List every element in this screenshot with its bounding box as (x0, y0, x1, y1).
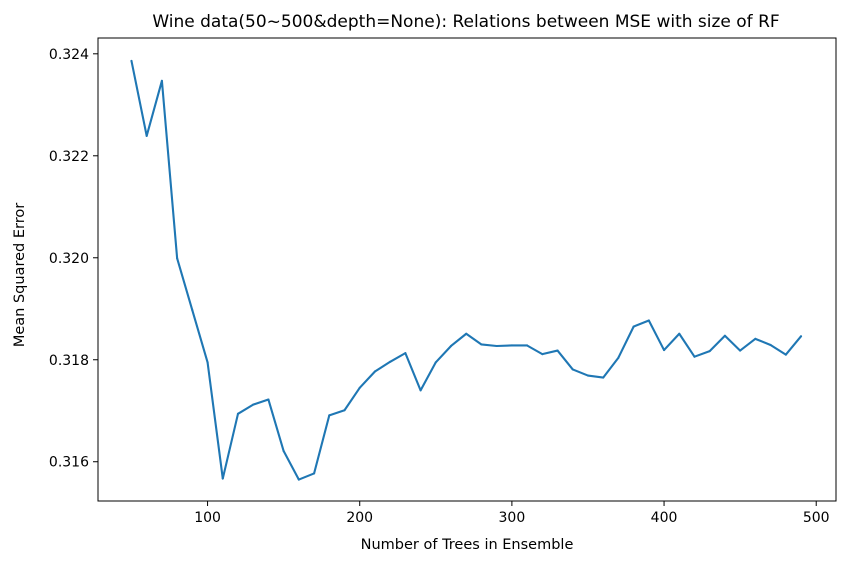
data-point (571, 368, 574, 371)
data-point (282, 449, 285, 453)
data-point (495, 344, 498, 348)
data-point (358, 386, 361, 389)
data-point (313, 472, 316, 475)
data-point (191, 309, 194, 312)
data-point (632, 325, 635, 328)
data-point (556, 349, 559, 352)
data-point (465, 332, 468, 335)
data-point (617, 356, 620, 359)
data-point (693, 355, 696, 358)
y-axis-label: Mean Squared Error (12, 203, 28, 347)
x-tick-label: 300 (499, 510, 526, 526)
y-tick-label: 0.324 (49, 47, 89, 63)
data-point (389, 360, 392, 363)
x-tick-label: 100 (194, 510, 221, 526)
data-point (784, 353, 787, 356)
data-point (510, 344, 513, 347)
data-point (343, 409, 346, 412)
data-point (221, 477, 224, 480)
data-point (145, 134, 148, 137)
data-point (176, 257, 179, 260)
x-tick-label: 200 (346, 510, 373, 526)
y-tick-label: 0.322 (49, 149, 89, 165)
data-point (434, 361, 437, 364)
data-point (602, 376, 605, 379)
data-point (373, 370, 376, 373)
data-point (328, 414, 331, 417)
data-point (404, 352, 407, 355)
y-tick-label: 0.318 (49, 353, 89, 369)
data-point (419, 389, 422, 392)
data-point (799, 335, 803, 338)
x-tick-label: 400 (651, 510, 678, 526)
data-point (723, 334, 726, 337)
data-point (586, 374, 590, 377)
x-tick-label: 500 (803, 510, 830, 526)
data-point (252, 403, 255, 406)
data-point (449, 344, 453, 348)
data-point (130, 59, 133, 62)
plot-frame (97, 37, 837, 502)
data-point (754, 337, 757, 340)
data-point (678, 332, 681, 335)
data-point (267, 398, 270, 401)
data-point (708, 350, 711, 353)
y-tick-label: 0.316 (49, 455, 89, 471)
data-point (160, 79, 163, 82)
y-tick-label: 0.320 (49, 251, 89, 267)
data-point (769, 343, 772, 347)
data-point (480, 343, 483, 346)
data-point (206, 361, 209, 364)
chart-title: Wine data(50~500&depth=None): Relations … (152, 12, 779, 32)
data-point (739, 349, 742, 352)
data-point (526, 344, 529, 347)
plot-area: 100 200 300 400 500 0.316 0.318 0.320 0.322 0.324 (49, 37, 837, 526)
data-point (297, 478, 300, 481)
data-point (663, 349, 666, 352)
series-line-0 (130, 59, 803, 481)
data-point (541, 353, 544, 356)
x-axis-label: Number of Trees in Ensemble (361, 537, 574, 553)
data-point (647, 319, 650, 322)
data-point (236, 412, 240, 415)
